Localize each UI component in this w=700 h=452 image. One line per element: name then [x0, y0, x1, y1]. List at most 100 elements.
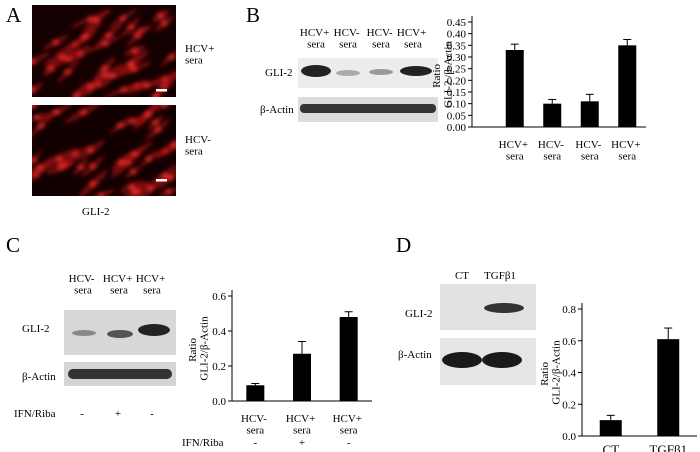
row-label: GLI-2 [405, 308, 433, 320]
y-tick-label: 0.25 [447, 64, 467, 76]
nucleus [152, 93, 160, 97]
treatment-value: - [253, 437, 257, 449]
x-tick-label: HCV- sera [241, 413, 270, 437]
y-tick-label: 0.40 [447, 29, 467, 41]
lane-label: CT [455, 270, 469, 282]
nucleus [92, 17, 100, 23]
treatment-value: + [115, 408, 121, 420]
lane-label: HCV- sera [367, 27, 396, 51]
x-tick-label: HCV- sera [538, 139, 567, 163]
band [68, 369, 172, 379]
cells [32, 7, 176, 97]
x-tick-label: HCV+ sera [286, 413, 318, 437]
nucleus [86, 84, 94, 90]
nucleus [144, 112, 152, 118]
y-axis-label: Ratio GLI-2 /β-Actin [431, 41, 455, 108]
nucleus [32, 87, 36, 93]
nucleus [119, 15, 127, 21]
scale-bar [156, 179, 167, 182]
nucleus [47, 65, 55, 71]
nucleus [32, 105, 37, 109]
nucleus [105, 32, 113, 38]
y-tick-label: 0.10 [447, 99, 467, 111]
nucleus [170, 142, 176, 148]
x-tick-label: CT [602, 442, 619, 452]
nucleus [161, 105, 169, 108]
y-tick-label: 0.05 [447, 110, 467, 122]
nucleus [52, 39, 60, 45]
bar [599, 420, 622, 436]
nucleus [73, 93, 81, 97]
bar [657, 339, 680, 436]
treatment-value: - [80, 408, 84, 420]
nucleus [53, 109, 61, 115]
y-tick-label: 0.0 [562, 431, 576, 443]
panel-letter: B [246, 3, 260, 27]
nucleus [167, 175, 175, 181]
x-tick-label: HCV+ sera [611, 139, 643, 163]
row-label: β-Actin [398, 349, 432, 361]
nucleus [129, 169, 137, 175]
nucleus [64, 69, 72, 75]
band [336, 70, 360, 76]
y-tick-label: 0.30 [447, 52, 467, 64]
nucleus [101, 72, 109, 78]
nucleus [101, 41, 109, 47]
nucleus [97, 192, 105, 196]
micrograph [32, 105, 176, 196]
scale-bar [156, 89, 167, 92]
nucleus [117, 159, 125, 165]
y-tick-label: 0.2 [212, 361, 226, 373]
bar [505, 50, 524, 127]
nucleus [131, 189, 139, 195]
nucleus [128, 184, 136, 190]
band [482, 352, 522, 368]
nucleus [57, 163, 65, 169]
x-tick-label: HCV+ sera [333, 413, 365, 437]
nucleus [87, 147, 95, 153]
bar [246, 385, 265, 401]
nucleus [33, 114, 41, 120]
nucleus [131, 48, 139, 54]
treatment-label: IFN/Riba [14, 408, 56, 420]
y-tick-label: 0.4 [212, 326, 226, 338]
treatment-value: - [347, 437, 351, 449]
x-tick-label: HCV+ sera [499, 139, 531, 163]
lane-label: HCV- sera [334, 27, 363, 51]
nucleus [77, 164, 85, 170]
treatment-value: - [150, 408, 154, 420]
y-tick-label: 0.0 [212, 396, 226, 408]
nucleus [89, 181, 97, 187]
nucleus [142, 83, 150, 89]
nucleus [152, 119, 160, 125]
nucleus [161, 173, 169, 179]
nucleus [120, 87, 128, 93]
nucleus [36, 165, 44, 171]
panel-letter: D [396, 233, 411, 257]
nucleus [108, 73, 116, 79]
nucleus [116, 122, 124, 128]
x-tick-label: HCV- sera [575, 139, 604, 163]
y-axis-label: Ratio GLI-2/β-Actin [187, 316, 211, 381]
bar [293, 353, 311, 401]
condition-label: HCV- sera [185, 134, 214, 158]
y-tick-label: 0.8 [562, 304, 576, 316]
nucleus [167, 54, 175, 60]
nucleus [146, 185, 154, 191]
nucleus [32, 59, 36, 65]
bar [580, 101, 599, 127]
x-tick-label: TGFβ1 [649, 442, 687, 452]
bar [543, 103, 562, 127]
nucleus [129, 118, 137, 124]
lane-label: HCV+ sera [300, 27, 332, 51]
panel-letter: C [6, 233, 20, 257]
lane-label: HCV+ sera [103, 273, 135, 297]
nucleus [154, 127, 162, 133]
lane-label: HCV+ sera [397, 27, 429, 51]
nucleus [130, 151, 138, 157]
nucleus [127, 24, 135, 30]
nucleus [157, 13, 165, 19]
bar [339, 317, 358, 401]
nucleus [37, 123, 45, 129]
band [300, 104, 436, 113]
